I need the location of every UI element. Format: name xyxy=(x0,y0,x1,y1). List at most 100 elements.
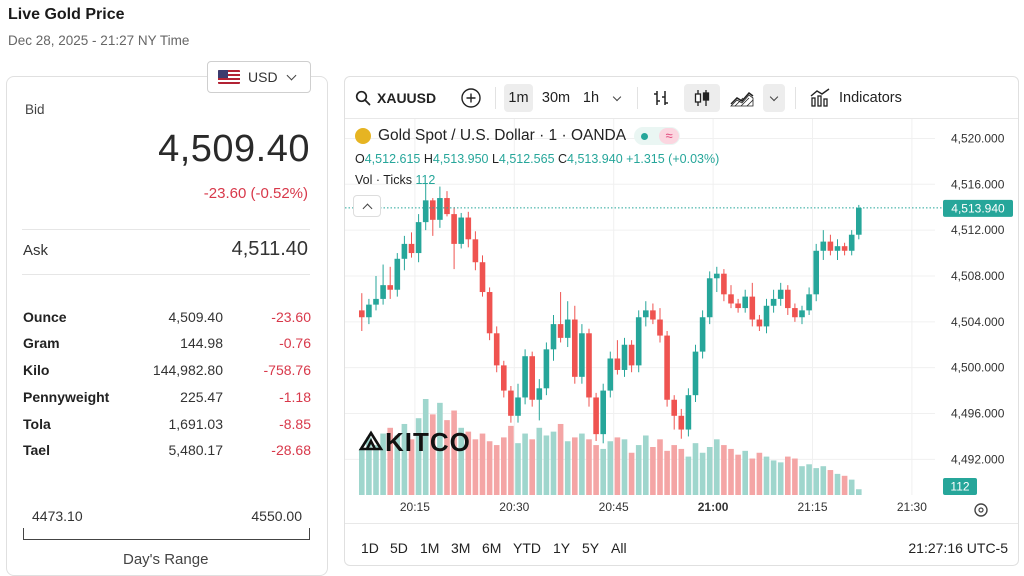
volume-bar xyxy=(678,448,685,495)
day-range-low: 4473.10 xyxy=(32,508,83,524)
interval-30m[interactable]: 30m xyxy=(541,90,571,106)
volume-bar xyxy=(394,435,401,495)
bid-price: 4,509.40 xyxy=(158,128,310,170)
volume-bar xyxy=(799,466,805,495)
day-range-bar xyxy=(23,528,310,540)
ask-price: 4,511.40 xyxy=(231,238,308,260)
compare-symbol-button[interactable] xyxy=(457,84,485,112)
us-flag-icon xyxy=(218,70,240,84)
volume-bar xyxy=(664,450,670,495)
range-ytd[interactable]: YTD xyxy=(513,540,541,556)
volume-legend: Vol · Ticks 112 xyxy=(355,173,435,187)
unit-change: -23.60 xyxy=(271,309,311,325)
candle-body xyxy=(486,292,493,334)
range-6m[interactable]: 6M xyxy=(482,540,502,556)
symbol-search[interactable]: XAUUSD xyxy=(355,84,439,112)
range-1d[interactable]: 1D xyxy=(361,540,379,556)
price-chart[interactable]: 4,520.000 4,516.000 4,512.000 4,508.000 4,50… xyxy=(345,119,1019,523)
indicators-button[interactable]: Indicators xyxy=(805,84,909,112)
candle-body xyxy=(529,356,535,400)
volume-bar xyxy=(557,423,564,495)
unit-row-tael: Tael 5,480.17 -28.68 xyxy=(23,442,311,462)
candle-body xyxy=(799,310,805,318)
close-value: 4,513.940 xyxy=(567,152,623,166)
interval-dropdown[interactable] xyxy=(607,84,627,112)
candle-body xyxy=(643,310,649,318)
range-5y[interactable]: 5Y xyxy=(582,540,600,556)
volume-bar xyxy=(735,454,741,495)
volume-bar xyxy=(508,425,514,495)
unit-row-pennyweight: Pennyweight 225.47 -1.18 xyxy=(23,389,311,409)
unit-row-gram: Gram 144.98 -0.76 xyxy=(23,335,311,355)
page-title: Live Gold Price xyxy=(8,6,125,23)
candle-chart-type-button[interactable] xyxy=(684,84,720,112)
candle-body xyxy=(621,344,628,370)
unit-price: 4,509.40 xyxy=(168,309,224,325)
x-tick-label: 20:30 xyxy=(499,500,529,514)
volume-bar xyxy=(728,448,734,495)
candlestick-icon xyxy=(694,90,710,106)
range-all[interactable]: All xyxy=(611,540,627,556)
volume-bar xyxy=(848,479,855,495)
change-value: +1.315 (+0.03%) xyxy=(626,152,720,166)
last-price-label: 4,513.940 xyxy=(951,201,1005,215)
candle-body xyxy=(586,333,592,398)
volume-bar xyxy=(607,441,614,495)
volume-bar xyxy=(515,443,521,495)
range-5d[interactable]: 5D xyxy=(390,540,408,556)
range-1y[interactable]: 1Y xyxy=(553,540,571,556)
plus-circle-icon xyxy=(461,88,481,108)
candle-body xyxy=(806,294,812,311)
volume-bar xyxy=(749,458,756,495)
candle-body xyxy=(785,289,791,309)
unit-price: 144,982.80 xyxy=(152,362,223,378)
unit-change: -28.68 xyxy=(271,442,311,458)
volume-bar xyxy=(415,418,422,495)
bid-label: Bid xyxy=(25,102,45,117)
bar-chart-type-button[interactable] xyxy=(647,84,675,112)
candle-body xyxy=(550,324,557,350)
volume-bar xyxy=(451,410,457,495)
candle-body xyxy=(650,310,656,320)
range-1m[interactable]: 1M xyxy=(420,540,440,556)
volume-bar xyxy=(820,466,827,495)
chart-type-dropdown[interactable] xyxy=(763,84,785,112)
candle-body xyxy=(572,319,578,377)
volume-bar xyxy=(593,445,599,495)
collapse-legend-button[interactable] xyxy=(353,195,381,217)
candle-body xyxy=(699,317,706,352)
candle-body xyxy=(437,198,443,220)
candle-body xyxy=(387,285,393,290)
candle-body xyxy=(635,317,642,366)
candle-body xyxy=(848,234,855,251)
y-tick-label: 4,496.000 xyxy=(951,407,1005,421)
chart-toolbar: XAUUSD 1m 30m 1h Indicators xyxy=(345,77,1018,119)
unit-change: -0.76 xyxy=(279,335,311,351)
kitco-logo-icon xyxy=(358,430,384,451)
volume-badge xyxy=(943,478,977,495)
legend-title: Gold Spot / U.S. Dollar · 1 · OANDA xyxy=(378,127,627,144)
high-value: 4,513.950 xyxy=(432,152,489,166)
volume-bar xyxy=(564,441,571,495)
interval-1h[interactable]: 1h xyxy=(582,90,600,106)
range-3m[interactable]: 3M xyxy=(451,540,471,556)
candle-body xyxy=(366,304,372,318)
volume-bar xyxy=(522,433,528,495)
chevron-up-icon xyxy=(362,203,372,213)
interval-1m[interactable]: 1m xyxy=(504,84,533,112)
area-chart-type-button[interactable] xyxy=(726,84,758,112)
close-label: C xyxy=(558,152,568,166)
candle-body xyxy=(714,273,720,279)
chevron-down-icon xyxy=(769,92,779,101)
y-tick-label: 4,516.000 xyxy=(951,177,1005,191)
unit-name: Ounce xyxy=(23,309,67,325)
low-label: L xyxy=(491,152,499,166)
volume-bar xyxy=(550,431,557,495)
settings-gear-icon[interactable] xyxy=(974,503,988,517)
volume-bar xyxy=(501,437,507,495)
currency-select[interactable]: USD xyxy=(207,61,311,93)
volume-bar xyxy=(770,460,777,495)
candle-body xyxy=(678,415,685,430)
volume-bar xyxy=(479,433,486,495)
price-panel xyxy=(6,76,328,576)
